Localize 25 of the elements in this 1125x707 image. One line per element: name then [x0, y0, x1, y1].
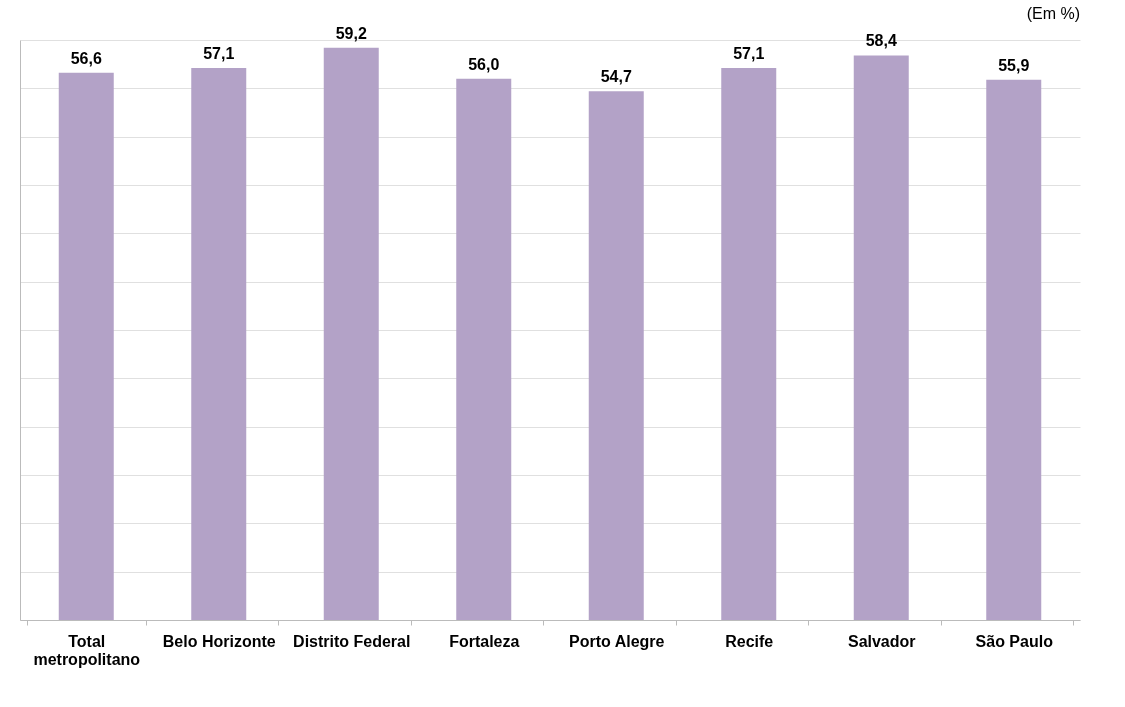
data-label: 59,2: [335, 24, 367, 42]
chart-subtitle: (Em %): [1026, 4, 1080, 22]
data-label: 56,0: [468, 55, 500, 73]
bar: [323, 47, 379, 620]
x-tick-label: Total metropolitano: [33, 632, 141, 668]
x-tick-label: Salvador: [847, 632, 916, 650]
x-tick-label: Fortaleza: [449, 632, 520, 650]
x-tick-label: Belo Horizonte: [162, 632, 276, 650]
bar: [853, 55, 909, 620]
x-tick-label: Porto Alegre: [569, 632, 665, 650]
bar: [721, 68, 777, 620]
bar: [58, 72, 114, 620]
bar: [456, 78, 512, 620]
x-tick-label: Recife: [725, 632, 774, 650]
data-label: 57,1: [733, 45, 765, 63]
data-label: 58,4: [865, 32, 897, 50]
data-label: 56,6: [70, 49, 102, 67]
x-tick-label: Distrito Federal: [293, 632, 411, 650]
bar: [191, 68, 247, 620]
bar: [986, 79, 1042, 620]
data-label: 54,7: [600, 68, 632, 86]
data-label: 57,1: [203, 45, 235, 63]
data-label: 55,9: [998, 56, 1030, 74]
x-tick-label: São Paulo: [975, 632, 1054, 650]
bar: [588, 91, 644, 620]
